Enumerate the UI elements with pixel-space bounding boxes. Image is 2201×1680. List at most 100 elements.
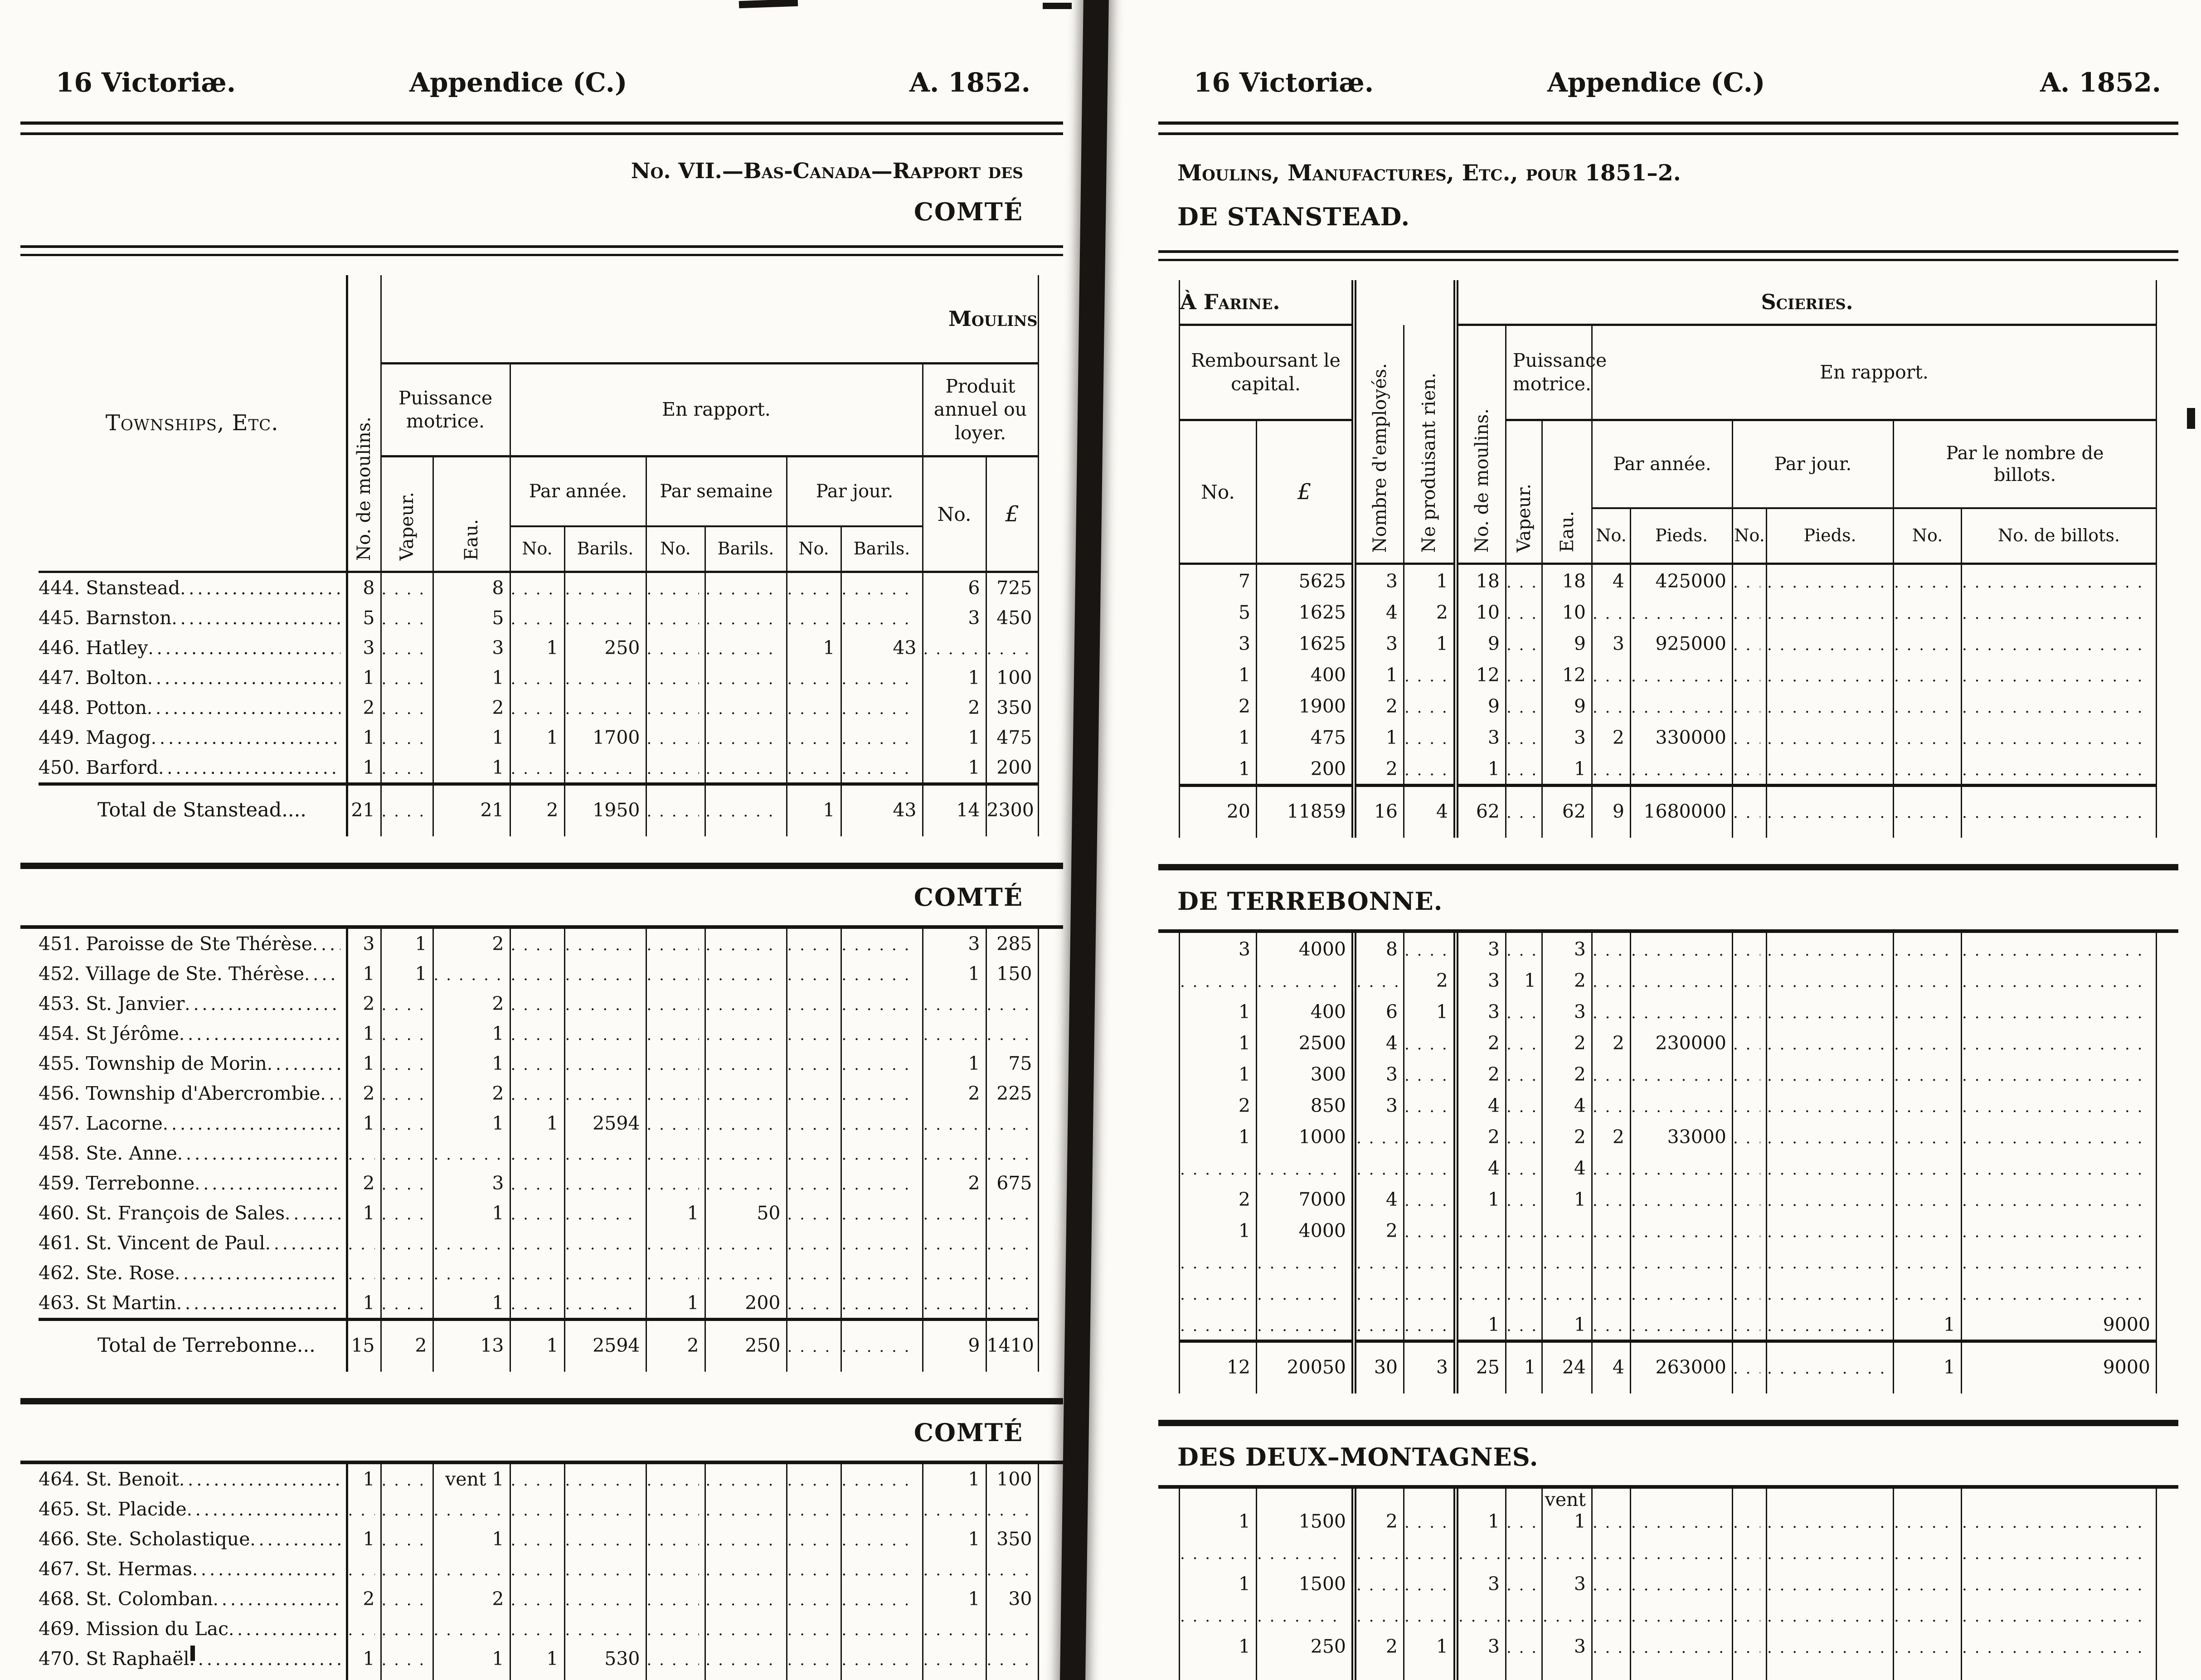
produit-annuel-header: Produit annuel ou loyer. bbox=[922, 363, 1038, 457]
ne-produisant-rien-column-header: Ne produisant rien. bbox=[1403, 325, 1456, 564]
value-cell: 1 bbox=[1505, 1340, 1542, 1394]
value-cell bbox=[786, 1228, 841, 1258]
value-cell bbox=[704, 1674, 787, 1680]
value-cell bbox=[1766, 1536, 1894, 1568]
value-cell: 3 bbox=[1541, 933, 1592, 964]
value-cell bbox=[1732, 1183, 1767, 1214]
value-cell bbox=[704, 753, 787, 784]
value-cell bbox=[1732, 1121, 1767, 1152]
value-cell bbox=[704, 1019, 787, 1049]
value-cell: 1 bbox=[432, 1288, 510, 1320]
table-row: 463. St Martin111200 bbox=[39, 1288, 1038, 1320]
value-cell: 1 bbox=[922, 723, 986, 753]
value-cell bbox=[786, 1258, 841, 1288]
value-cell: 5 bbox=[345, 603, 381, 633]
value-cell bbox=[1893, 690, 1962, 721]
value-cell bbox=[1403, 1568, 1456, 1599]
value-cell bbox=[840, 1554, 923, 1584]
value-cell bbox=[1591, 995, 1631, 1027]
table-row: 448. Potton222350 bbox=[39, 693, 1038, 723]
township-label-cell: 452. Village de Ste. Thérèse bbox=[39, 959, 347, 989]
value-cell bbox=[786, 723, 841, 753]
value-cell: 1 bbox=[1403, 1630, 1456, 1661]
value-cell bbox=[1505, 690, 1542, 721]
left-page-header: 16 Victoriæ. Appendice (C.) A. 1852. bbox=[20, 67, 1063, 103]
value-cell bbox=[1961, 1630, 2157, 1661]
value-cell bbox=[380, 693, 433, 723]
value-cell bbox=[1505, 1152, 1542, 1183]
table-row: 461. St. Vincent de Paul bbox=[39, 1228, 1038, 1258]
value-cell bbox=[1961, 1027, 2157, 1058]
value-cell bbox=[786, 693, 841, 723]
value-cell bbox=[1732, 721, 1767, 753]
deux-montagnes-rows: 464. St. Benoit1vent 11100465. St. Placi… bbox=[39, 1464, 1038, 1680]
value-cell bbox=[380, 1228, 433, 1258]
value-cell bbox=[1591, 1089, 1631, 1121]
vapeur-column-header: Vapeur. bbox=[380, 456, 433, 572]
table-row: 465. St. Placide bbox=[39, 1494, 1038, 1524]
table-row: 14751332330000 bbox=[1179, 721, 2157, 753]
value-cell bbox=[840, 1198, 923, 1228]
value-cell bbox=[432, 959, 510, 989]
value-cell: 850 bbox=[1256, 1089, 1354, 1121]
value-cell bbox=[564, 1288, 646, 1320]
table-top-rule bbox=[1158, 250, 2178, 261]
value-cell bbox=[645, 1078, 705, 1108]
value-cell: 2500 bbox=[1256, 1027, 1354, 1058]
value-cell: 2 bbox=[1351, 690, 1404, 721]
value-cell bbox=[1541, 1246, 1592, 1277]
puissance-motrice-header: Puissance motrice. bbox=[1505, 325, 1607, 421]
value-cell bbox=[1732, 596, 1767, 627]
value-cell: 1 bbox=[345, 1198, 381, 1228]
value-cell bbox=[509, 1019, 564, 1049]
section-divider-rule bbox=[20, 863, 1063, 869]
value-cell bbox=[1893, 1183, 1962, 1214]
value-cell bbox=[704, 989, 787, 1019]
value-cell: 6 bbox=[922, 572, 986, 603]
value-cell bbox=[985, 633, 1038, 663]
value-cell: 3 bbox=[1453, 995, 1506, 1027]
value-cell: 43 bbox=[840, 633, 923, 663]
value-cell bbox=[1505, 1536, 1542, 1568]
value-cell: 3 bbox=[1453, 1630, 1506, 1661]
value-cell bbox=[704, 1228, 787, 1258]
produit-no-header: No. bbox=[922, 456, 986, 572]
value-cell bbox=[645, 959, 705, 989]
township-label-cell: 446. Hatley bbox=[39, 633, 347, 663]
value-cell bbox=[985, 1019, 1038, 1049]
value-cell bbox=[1961, 933, 2157, 964]
value-cell: 2 bbox=[1453, 1027, 1506, 1058]
value-cell bbox=[1766, 1568, 1894, 1599]
value-cell bbox=[1766, 784, 1894, 838]
value-cell bbox=[840, 1019, 923, 1049]
value-cell: 8 bbox=[432, 572, 510, 603]
value-cell: 1 bbox=[345, 663, 381, 693]
value-cell bbox=[786, 663, 841, 693]
value-cell bbox=[704, 929, 787, 959]
value-cell bbox=[1453, 1246, 1506, 1277]
value-cell bbox=[786, 1168, 841, 1198]
township-label-cell: 450. Barford bbox=[39, 753, 347, 784]
value-cell bbox=[509, 753, 564, 784]
value-cell bbox=[1403, 1277, 1456, 1308]
value-cell: 1 bbox=[432, 1644, 510, 1674]
table-row: 471. Paroisse de St. Eustache413 bbox=[39, 1674, 1038, 1680]
value-cell: 4 bbox=[345, 1674, 381, 1680]
produit-livres-header: £ bbox=[985, 456, 1038, 572]
value-cell: 2 bbox=[432, 693, 510, 723]
value-cell: vent 1 bbox=[1541, 1489, 1592, 1536]
value-cell bbox=[509, 959, 564, 989]
value-cell bbox=[1893, 1630, 1962, 1661]
section-title-terrebonne: DE TERREBONNE. bbox=[1177, 887, 1443, 916]
value-cell: 2 bbox=[1591, 1121, 1631, 1152]
value-cell bbox=[1505, 563, 1542, 596]
value-cell: 1 bbox=[922, 959, 986, 989]
value-cell bbox=[432, 1258, 510, 1288]
table-row bbox=[1179, 1536, 2157, 1568]
value-cell: 1 bbox=[1453, 753, 1506, 786]
value-cell bbox=[345, 1138, 381, 1168]
value-cell: 2 bbox=[345, 1584, 381, 1614]
value-cell bbox=[1893, 1661, 1962, 1680]
value-cell: 475 bbox=[985, 723, 1038, 753]
